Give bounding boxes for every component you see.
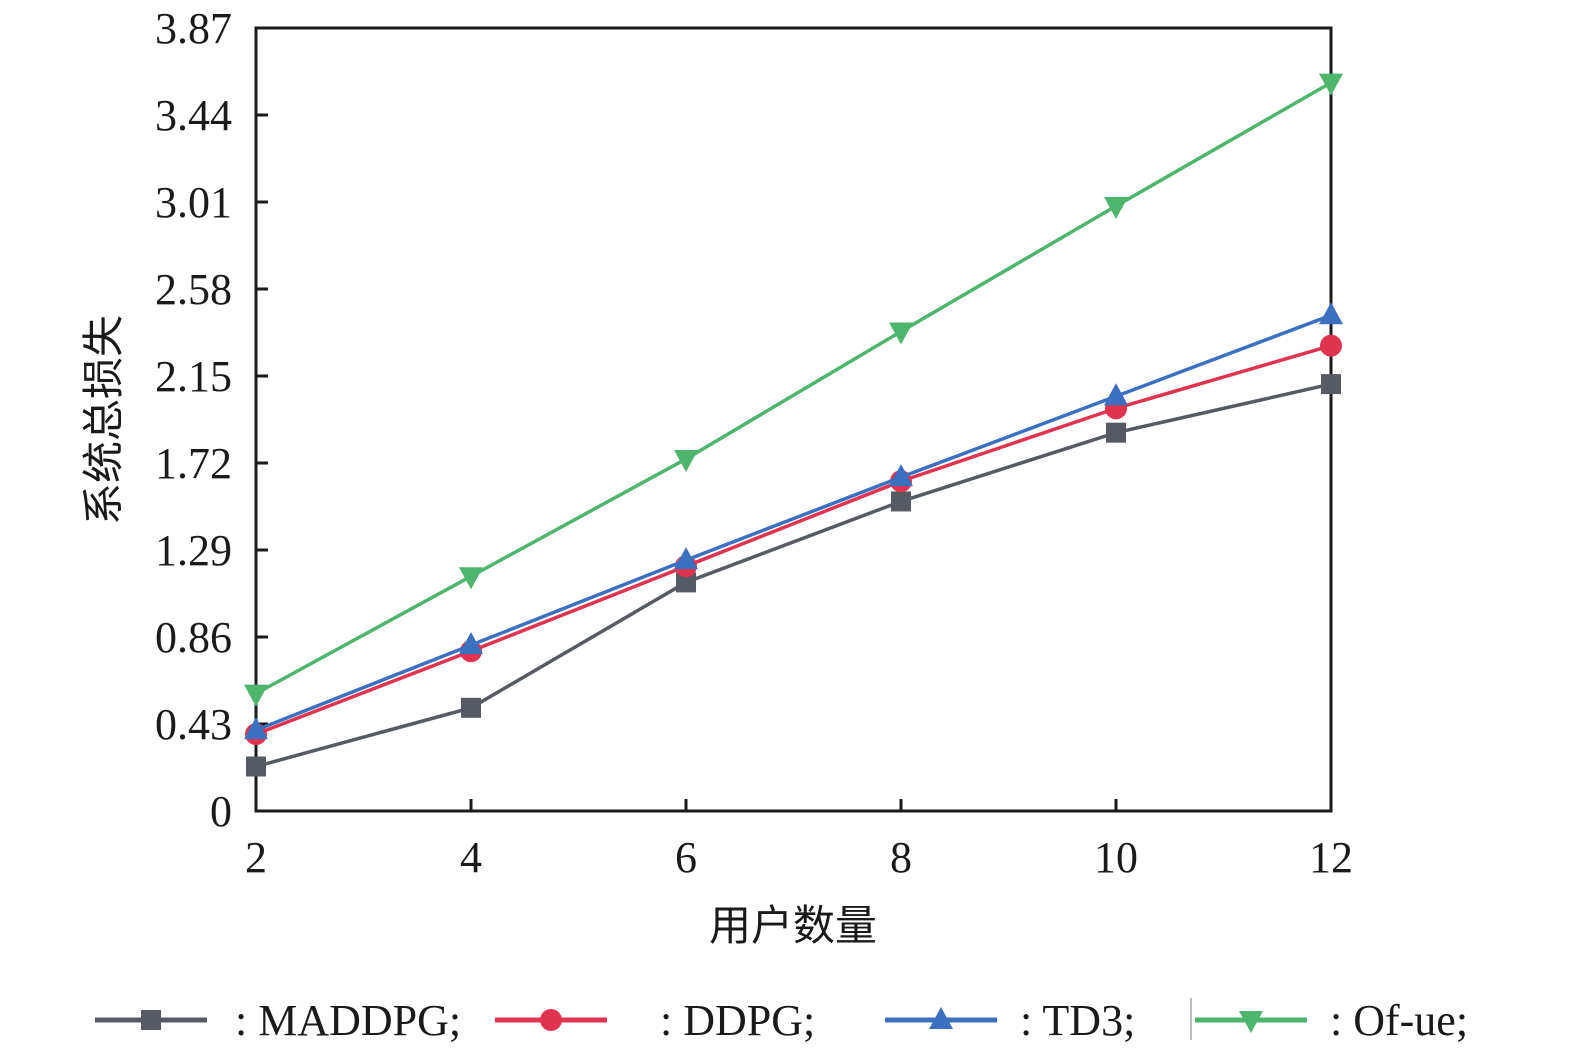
data-point-marker	[1104, 197, 1128, 220]
data-point-marker	[244, 717, 268, 740]
data-point-marker	[1319, 302, 1343, 325]
y-tick-label: 2.58	[155, 265, 232, 314]
legend-marker-icon	[141, 1010, 161, 1030]
data-point-marker	[1104, 383, 1128, 406]
series-layer	[244, 73, 1343, 777]
data-point-marker	[461, 697, 481, 718]
y-axis-title: 系统总损失	[79, 315, 128, 525]
series-line	[255, 382, 1332, 769]
series-line	[255, 81, 1332, 696]
series-td3	[244, 302, 1343, 740]
data-point-marker	[246, 756, 266, 777]
data-point-marker	[459, 632, 483, 655]
y-tick-label: 3.01	[155, 178, 232, 227]
series-line	[255, 343, 1332, 736]
data-point-marker	[674, 449, 698, 472]
data-point-marker	[1320, 334, 1342, 357]
legend: : MADDPG; : DDPG; : TD3; : Of-ue;	[95, 996, 1468, 1045]
data-point-marker	[889, 464, 913, 487]
legend-marker-icon	[540, 1009, 562, 1031]
y-tick-label: 1.29	[155, 526, 232, 575]
x-axis-title: 用户数量	[709, 901, 877, 950]
legend-label: : TD3;	[1020, 996, 1135, 1045]
y-axis-ticks: 0 0.43 0.86 1.29 1.72 2.15 2.58 3.01 3.44 3.87	[155, 4, 268, 836]
y-tick-label: 0.86	[155, 613, 232, 662]
y-tick-label: 0	[210, 787, 232, 836]
series-of-ue	[244, 73, 1343, 707]
y-tick-label: 2.15	[155, 352, 232, 401]
data-point-marker	[244, 684, 268, 707]
data-point-marker	[1321, 374, 1341, 395]
legend-label: : DDPG;	[660, 996, 815, 1045]
legend-marker-icon	[929, 1007, 953, 1029]
data-point-marker	[889, 322, 913, 345]
y-tick-label: 1.72	[155, 439, 232, 488]
legend-item-maddpg: : MADDPG;	[95, 996, 461, 1045]
x-tick-label: 12	[1309, 833, 1353, 882]
legend-label: : Of-ue;	[1330, 996, 1468, 1045]
legend-item-ddpg: : DDPG;	[495, 996, 815, 1045]
y-tick-label: 0.43	[155, 700, 232, 749]
data-point-marker	[1319, 73, 1343, 96]
x-tick-label: 4	[460, 833, 482, 882]
legend-item-of-ue: : Of-ue;	[1190, 996, 1468, 1045]
x-tick-label: 6	[675, 833, 697, 882]
y-tick-label: 3.87	[155, 4, 232, 53]
plot-frame	[254, 26, 1333, 813]
x-tick-label: 8	[890, 833, 912, 882]
data-point-marker	[459, 567, 483, 590]
series-maddpg	[246, 374, 1341, 777]
y-tick-label: 3.44	[155, 91, 232, 140]
x-axis-ticks: 2 4 6 8 10 12	[245, 799, 1353, 882]
plot-border	[254, 26, 1333, 813]
data-point-marker	[674, 547, 698, 570]
data-point-marker	[676, 572, 696, 593]
x-tick-label: 2	[245, 833, 267, 882]
legend-item-td3: : TD3;	[885, 996, 1135, 1045]
legend-marker-icon	[1239, 1011, 1263, 1033]
legend-label: : MADDPG;	[235, 996, 461, 1045]
series-line	[255, 313, 1332, 732]
x-tick-label: 10	[1094, 833, 1138, 882]
data-point-marker	[1106, 422, 1126, 443]
data-point-marker	[891, 491, 911, 512]
